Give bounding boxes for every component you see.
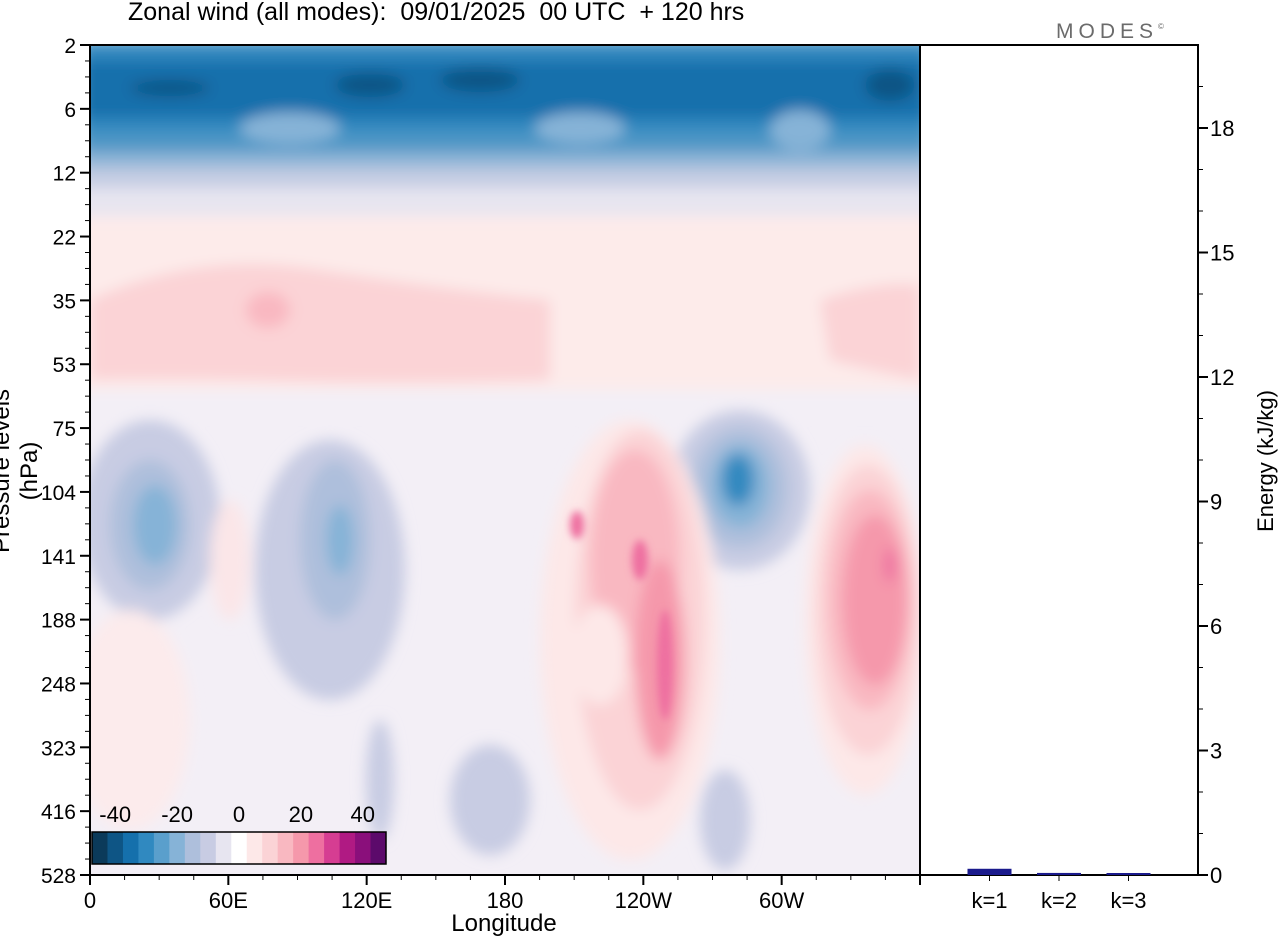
energy-tick-label: 9 bbox=[1210, 490, 1222, 515]
longitude-tick-label: 60E bbox=[209, 888, 248, 913]
colorbar-swatch bbox=[92, 832, 108, 864]
energy-category-label: k=1 bbox=[971, 888, 1007, 913]
colorbar-swatch bbox=[169, 832, 186, 864]
energy-axis-label: Energy (kJ/kg) bbox=[1253, 390, 1278, 532]
colorbar-swatch bbox=[355, 832, 372, 864]
energy-tick-label: 18 bbox=[1210, 116, 1234, 141]
colorbar-swatch bbox=[200, 832, 217, 864]
colorbar-swatch bbox=[308, 832, 325, 864]
pressure-tick-label: 35 bbox=[53, 290, 76, 313]
y-axis-label: Pressure levels (hPa) bbox=[0, 388, 43, 554]
colorbar-swatch bbox=[262, 832, 279, 864]
colorbar-swatch bbox=[246, 832, 263, 864]
energy-tick-label: 0 bbox=[1210, 863, 1222, 888]
modes-logo: MODES© bbox=[1056, 20, 1164, 43]
colorbar-label: -20 bbox=[161, 802, 193, 827]
x-axis-label: Longitude bbox=[451, 910, 557, 937]
tick-layer bbox=[80, 44, 1208, 885]
energy-category-label: k=2 bbox=[1041, 888, 1077, 913]
energy-frame bbox=[919, 44, 1199, 876]
pressure-tick-label: 141 bbox=[41, 546, 76, 569]
colorbar-swatch bbox=[231, 832, 248, 864]
longitude-tick-label: 120E bbox=[341, 888, 392, 913]
colorbar-label: 0 bbox=[233, 802, 245, 827]
energy-tick-label: 15 bbox=[1210, 241, 1234, 266]
colorbar-swatch bbox=[277, 832, 294, 864]
energy-bar-k=1 bbox=[967, 868, 1012, 875]
energy-tick-label: 3 bbox=[1210, 739, 1222, 764]
colorbar-label: 20 bbox=[289, 802, 313, 827]
colorbar-swatch bbox=[153, 832, 170, 864]
pressure-tick-labels: 2 6 12 22 35 53 75 104 141 188 248 323 416 528 bbox=[41, 35, 76, 888]
energy-bars bbox=[967, 868, 1151, 875]
colorbar-swatch bbox=[324, 832, 341, 864]
colorbar-frame bbox=[91, 831, 387, 865]
energy-bar-k=2 bbox=[1037, 872, 1081, 875]
pressure-tick-label: 75 bbox=[53, 418, 76, 441]
pressure-tick-label: 248 bbox=[41, 673, 76, 696]
energy-tick-label: 12 bbox=[1210, 365, 1234, 390]
pressure-tick-label: 2 bbox=[64, 35, 76, 58]
pressure-tick-label: 104 bbox=[41, 482, 76, 505]
colorbar-swatch bbox=[107, 832, 124, 864]
energy-tick-label: 6 bbox=[1210, 614, 1222, 639]
wind-field bbox=[90, 45, 920, 875]
longitude-tick-label: 0 bbox=[84, 888, 96, 913]
longitude-tick-labels: 0 60E 120E 180 120W 60W bbox=[84, 888, 805, 913]
longitude-tick-label: 120W bbox=[615, 888, 673, 913]
colorbar-label: -40 bbox=[99, 802, 131, 827]
energy-category-label: k=3 bbox=[1110, 888, 1146, 913]
chart-title: Zonal wind (all modes): 09/01/2025 00 UT… bbox=[128, 0, 745, 26]
pressure-tick-label: 12 bbox=[53, 163, 76, 186]
pressure-tick-label: 6 bbox=[64, 99, 76, 122]
colorbar-swatch bbox=[138, 832, 155, 864]
energy-tick-labels: 0 3 6 9 12 15 18 bbox=[1210, 116, 1234, 888]
colorbar-swatch bbox=[293, 832, 310, 864]
pressure-tick-label: 416 bbox=[41, 801, 76, 824]
pressure-tick-label: 323 bbox=[41, 737, 76, 760]
longitude-tick-label: 60W bbox=[759, 888, 804, 913]
colorbar-swatch bbox=[122, 832, 139, 864]
colorbar-swatch bbox=[339, 832, 356, 864]
longitude-tick-label: 180 bbox=[487, 888, 524, 913]
colorbar-swatch bbox=[215, 832, 232, 864]
energy-bar-k=3 bbox=[1106, 873, 1151, 875]
pressure-tick-label: 188 bbox=[41, 610, 76, 633]
colorbar-label: 40 bbox=[351, 802, 375, 827]
energy-bar-labels: k=1 k=2 k=3 bbox=[971, 888, 1146, 913]
colorbar-swatch bbox=[370, 832, 387, 864]
colorbar: -40 -20 0 20 40 bbox=[91, 802, 387, 865]
colorbar-swatch bbox=[184, 832, 201, 864]
pressure-tick-label: 53 bbox=[53, 354, 76, 377]
pressure-tick-label: 22 bbox=[53, 227, 76, 250]
pressure-tick-label: 528 bbox=[41, 865, 76, 888]
